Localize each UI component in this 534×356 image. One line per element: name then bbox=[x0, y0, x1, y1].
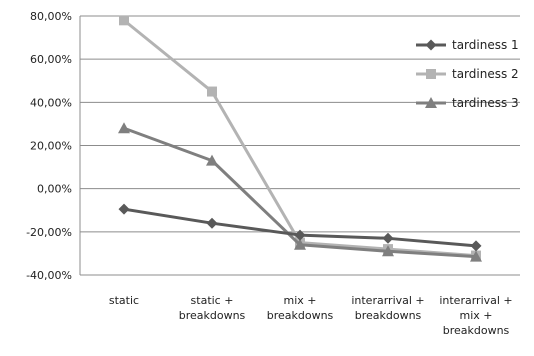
y-tick-label: 40,00% bbox=[30, 96, 72, 109]
x-tick-label-line: interarrival + bbox=[351, 294, 424, 307]
series-1 bbox=[118, 203, 482, 252]
x-tick-label: mix + breakdowns bbox=[267, 294, 334, 322]
x-tick-label-line: interarrival + bbox=[439, 294, 512, 307]
legend-label: tardiness 2 bbox=[452, 67, 519, 81]
y-tick-label: 20,00% bbox=[30, 140, 72, 153]
x-tick-label-line: mix + bbox=[284, 294, 317, 307]
legend-marker bbox=[425, 39, 437, 51]
x-tick-label-line: breakdowns bbox=[355, 309, 422, 322]
data-point bbox=[294, 229, 306, 241]
legend-item: tardiness 1 bbox=[416, 38, 519, 52]
legend-item: tardiness 3 bbox=[416, 96, 519, 110]
y-tick-label: -20,00% bbox=[26, 226, 72, 239]
data-point bbox=[119, 15, 129, 26]
legend-marker bbox=[425, 97, 437, 108]
series-group bbox=[118, 15, 482, 262]
y-tick-label: -40,00% bbox=[26, 269, 72, 282]
data-point bbox=[206, 217, 218, 229]
x-tick-label-line: breakdowns bbox=[179, 309, 246, 322]
data-point bbox=[118, 203, 130, 215]
legend-marker bbox=[426, 69, 436, 79]
legend-label: tardiness 3 bbox=[452, 96, 519, 110]
y-axis: 80,00% 60,00% 40,00% 20,00% 0,00% -20,00% -40,… bbox=[26, 10, 81, 282]
x-tick-label-line: static + bbox=[191, 294, 234, 307]
data-point bbox=[207, 86, 217, 97]
data-point bbox=[118, 122, 130, 134]
data-point bbox=[294, 238, 306, 250]
x-tick-label: static + breakdowns bbox=[179, 294, 246, 322]
x-tick-label: static bbox=[109, 294, 139, 307]
legend-label: tardiness 1 bbox=[452, 38, 519, 52]
data-point bbox=[382, 245, 394, 257]
x-tick-label: interarrival + breakdowns bbox=[351, 294, 424, 322]
y-tick-label: 60,00% bbox=[30, 53, 72, 66]
data-point bbox=[382, 232, 394, 244]
x-tick-label-line: static bbox=[109, 294, 139, 307]
x-tick-label-line: mix + bbox=[460, 309, 493, 322]
series-3 bbox=[118, 122, 482, 262]
data-point bbox=[470, 240, 482, 252]
series-line bbox=[123, 19, 477, 258]
legend: tardiness 1 tardiness 2 tardiness 3 bbox=[416, 38, 519, 110]
y-tick-label: 80,00% bbox=[30, 10, 72, 23]
x-tick-label-line: breakdowns bbox=[443, 324, 510, 337]
x-tick-label: interarrival + mix + breakdowns bbox=[439, 294, 512, 337]
legend-item: tardiness 2 bbox=[416, 67, 519, 81]
data-point bbox=[206, 154, 218, 166]
series-2 bbox=[119, 15, 481, 261]
x-tick-label-line: breakdowns bbox=[267, 309, 334, 322]
data-point bbox=[470, 250, 482, 262]
y-tick-label: 0,00% bbox=[37, 183, 72, 196]
